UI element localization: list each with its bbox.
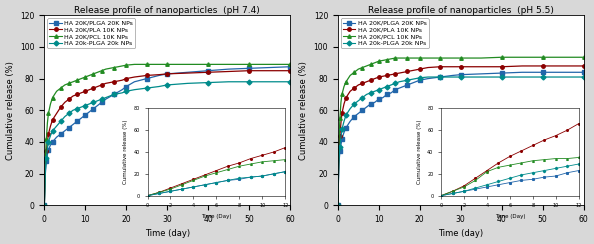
Y-axis label: Cumulative release (%): Cumulative release (%) (5, 61, 15, 160)
Title: Release profile of nanoparticles  (pH 5.5): Release profile of nanoparticles (pH 5.5… (368, 6, 554, 15)
Y-axis label: Cumulative release (%): Cumulative release (%) (299, 61, 308, 160)
X-axis label: Time (day): Time (day) (144, 229, 189, 238)
Legend: HA 20K/PLGA 20K NPs, HA 20K/PLA 10K NPs, HA 20K/PCL 10K NPs, HA 20k-PLGA 20k NPs: HA 20K/PLGA 20K NPs, HA 20K/PLA 10K NPs,… (341, 19, 429, 48)
Legend: HA 20K/PLGA 20K NPs, HA 20K/PLA 10K NPs, HA 20K/PCL 10K NPs, HA 20k-PLGA 20k NPs: HA 20K/PLGA 20K NPs, HA 20K/PLA 10K NPs,… (48, 19, 135, 48)
X-axis label: Time (day): Time (day) (438, 229, 484, 238)
Title: Release profile of nanoparticles  (pH 7.4): Release profile of nanoparticles (pH 7.4… (74, 6, 260, 15)
